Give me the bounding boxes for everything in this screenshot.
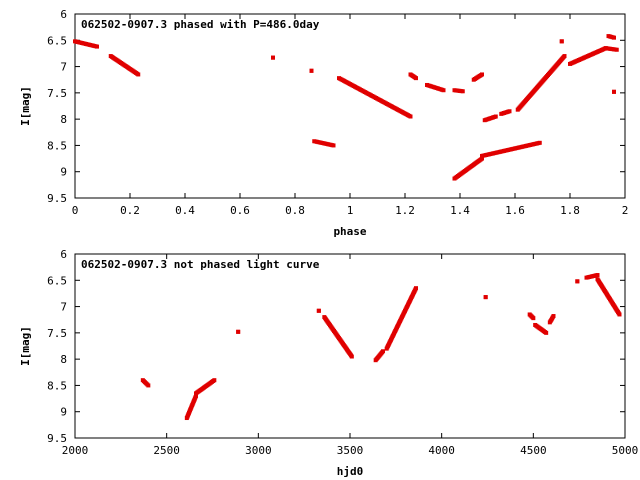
data-point [507, 109, 512, 114]
y-tick-label: 8 [60, 113, 67, 126]
data-point [537, 140, 542, 145]
y-tick-label: 9 [60, 406, 67, 419]
y-tick-label: 8.5 [47, 139, 67, 152]
y-axis-label: I[mag] [19, 326, 32, 366]
data-point [236, 329, 241, 334]
data-point [441, 88, 446, 93]
data-point [480, 72, 484, 77]
data-points [73, 34, 619, 181]
y-tick-label: 6 [60, 8, 67, 21]
unphased-panel: 2000 2500 3000 3500 4000 4500 5000 6 6.5 7 7.5 8 8.5… [19, 248, 638, 478]
data-point [493, 114, 498, 119]
data-point [531, 316, 536, 321]
data-point [480, 156, 484, 161]
x-tick-label: 1.8 [560, 204, 580, 217]
x-tick-label: 5000 [612, 444, 639, 457]
chart-title: 062502-0907.3 phased with P=486.0day [81, 18, 320, 31]
y-tick-label: 7 [60, 301, 67, 314]
x-tick-label: 4000 [428, 444, 455, 457]
data-point [595, 273, 600, 278]
data-point [414, 286, 418, 291]
data-point [271, 55, 275, 60]
y-tick-label: 6 [60, 248, 67, 261]
y-tick-label: 9 [60, 166, 67, 179]
data-point [136, 72, 141, 77]
data-point [483, 295, 488, 300]
data-point [408, 114, 413, 119]
x-tick-label: 1.4 [450, 204, 470, 217]
data-point [614, 47, 619, 52]
data-point [562, 54, 567, 59]
x-tick-label: 2 [622, 204, 629, 217]
data-point [612, 35, 616, 40]
y-tick-label: 8 [60, 353, 67, 366]
data-point [381, 349, 385, 354]
x-tick-label: 0.2 [120, 204, 140, 217]
data-point [95, 44, 99, 49]
x-tick-label: 2500 [153, 444, 180, 457]
data-points [140, 273, 622, 421]
y-tick-label: 6.5 [47, 274, 67, 287]
x-tick-label: 3500 [337, 444, 364, 457]
data-point [146, 383, 151, 388]
data-point [212, 378, 217, 383]
y-tick-label: 9.5 [47, 192, 67, 205]
data-point [331, 143, 336, 148]
data-point [194, 393, 198, 398]
data-point [551, 314, 556, 319]
x-tick-label: 0.4 [175, 204, 195, 217]
y-tick-label: 6.5 [47, 34, 67, 47]
phased-panel: 0 0.2 0.4 0.6 0.8 1 1.2 1.4 1.6 1.8 2 6 6.5 7 7.5 8 8.5 9… [19, 8, 628, 238]
x-tick-label: 0.8 [285, 204, 305, 217]
data-point [460, 89, 465, 94]
y-tick-label: 7.5 [47, 87, 67, 100]
y-tick-label: 8.5 [47, 379, 67, 392]
x-tick-label: 2000 [62, 444, 89, 457]
x-tick-label: 4500 [520, 444, 547, 457]
x-tick-label: 1 [347, 204, 354, 217]
x-tick-label: 1.6 [505, 204, 525, 217]
x-axis-label: hjd0 [337, 465, 364, 478]
data-point [349, 354, 354, 359]
y-axis-label: I[mag] [19, 86, 32, 126]
y-tick-label: 7 [60, 61, 67, 74]
data-point [559, 39, 564, 44]
data-point [617, 312, 622, 317]
chart-title: 062502-0907.3 not phased light curve [81, 258, 320, 271]
data-point [309, 68, 314, 73]
data-point [575, 279, 580, 284]
data-point [612, 89, 616, 94]
y-tick-label: 7.5 [47, 327, 67, 340]
x-tick-label: 0.6 [230, 204, 250, 217]
data-point [414, 76, 418, 81]
x-axis-label: phase [333, 225, 366, 238]
data-point [544, 330, 549, 335]
x-tick-label: 3000 [245, 444, 272, 457]
x-tick-label: 0 [72, 204, 79, 217]
data-point [316, 308, 321, 313]
x-tick-label: 1.2 [395, 204, 415, 217]
y-tick-label: 9.5 [47, 432, 67, 445]
